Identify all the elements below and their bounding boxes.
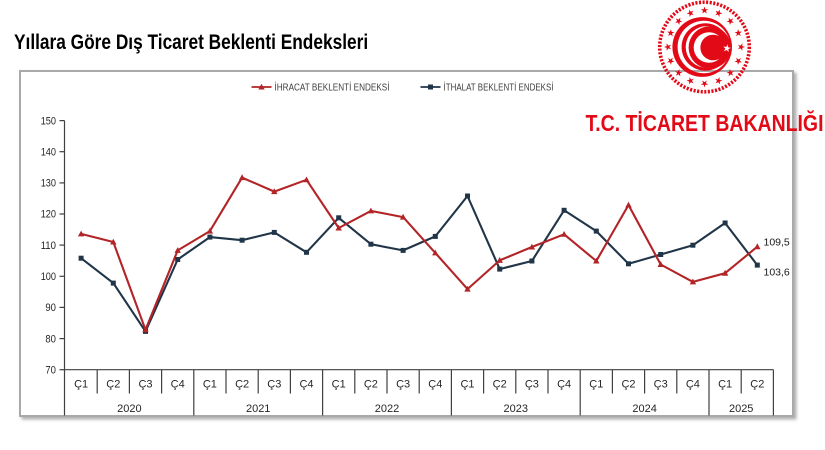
svg-text:2021: 2021 [246,403,270,415]
svg-text:110: 110 [41,240,56,252]
svg-text:T.C. TİCARET BAKANLIĞI: T.C. TİCARET BAKANLIĞI [586,109,824,136]
svg-text:Ç2: Ç2 [493,379,507,391]
svg-text:80: 80 [45,333,56,345]
svg-text:Ç1: Ç1 [332,379,346,391]
svg-text:120: 120 [41,209,56,221]
svg-text:Ç3: Ç3 [396,379,410,391]
svg-text:Ç1: Ç1 [74,379,88,391]
svg-text:İTHALAT BEKLENTİ ENDEKSİ: İTHALAT BEKLENTİ ENDEKSİ [444,81,554,94]
svg-text:130: 130 [41,178,56,190]
svg-text:100: 100 [41,271,56,283]
svg-text:Ç4: Ç4 [686,379,700,391]
svg-text:140: 140 [41,146,56,158]
svg-text:2024: 2024 [632,403,656,415]
svg-text:Ç4: Ç4 [557,379,571,391]
svg-text:150: 150 [41,115,56,127]
svg-text:Ç3: Ç3 [654,379,668,391]
svg-text:Ç2: Ç2 [621,379,635,391]
svg-text:2020: 2020 [117,403,141,415]
svg-text:2022: 2022 [375,403,399,415]
svg-text:Ç2: Ç2 [750,379,764,391]
svg-text:90: 90 [45,302,56,314]
svg-text:Ç3: Ç3 [138,379,152,391]
svg-text:70: 70 [45,364,56,376]
svg-text:Ç4: Ç4 [171,379,185,391]
svg-text:Ç2: Ç2 [235,379,249,391]
svg-text:Ç1: Ç1 [203,379,217,391]
svg-text:Ç1: Ç1 [718,379,732,391]
svg-text:Ç3: Ç3 [525,379,539,391]
svg-text:103,6: 103,6 [764,267,790,279]
svg-text:Ç2: Ç2 [106,379,120,391]
svg-text:Ç3: Ç3 [267,379,281,391]
svg-text:Ç2: Ç2 [364,379,378,391]
svg-text:109,5: 109,5 [764,237,790,249]
svg-text:Ç1: Ç1 [589,379,603,391]
svg-text:Ç1: Ç1 [460,379,474,391]
svg-text:2023: 2023 [504,403,528,415]
svg-text:Ç4: Ç4 [428,379,442,391]
svg-text:İHRACAT BEKLENTİ ENDEKSİ: İHRACAT BEKLENTİ ENDEKSİ [275,81,390,94]
svg-text:2025: 2025 [729,403,753,415]
svg-text:Ç4: Ç4 [299,379,313,391]
